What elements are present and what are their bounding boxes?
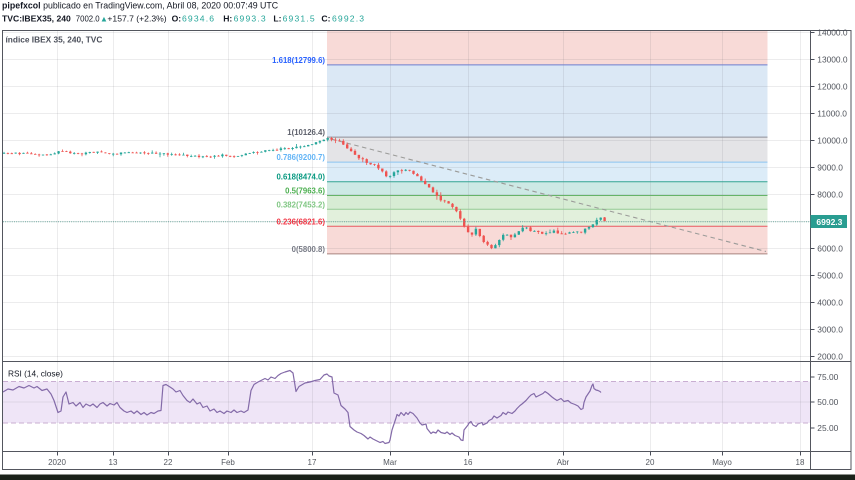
svg-text:Mar: Mar bbox=[383, 458, 397, 467]
svg-text:O:: O: bbox=[172, 14, 182, 24]
svg-text:TVC:IBEX35, 240: TVC:IBEX35, 240 bbox=[2, 14, 71, 24]
svg-text:L:: L: bbox=[273, 14, 281, 24]
svg-text:7002.0: 7002.0 bbox=[76, 15, 101, 24]
svg-text:1(10126.4): 1(10126.4) bbox=[287, 128, 325, 137]
svg-text:16: 16 bbox=[464, 458, 473, 467]
svg-text:13: 13 bbox=[109, 458, 118, 467]
svg-text:4000.0: 4000.0 bbox=[817, 298, 843, 308]
svg-text:+157.7 (+2.3%): +157.7 (+2.3%) bbox=[107, 14, 166, 24]
svg-text:RSI (14, close): RSI (14, close) bbox=[8, 369, 63, 379]
svg-text:6000.0: 6000.0 bbox=[817, 244, 843, 254]
svg-text:5000.0: 5000.0 bbox=[817, 271, 843, 281]
svg-text:6931.5: 6931.5 bbox=[283, 14, 316, 24]
svg-text:3000.0: 3000.0 bbox=[817, 325, 843, 335]
svg-text:2000.0: 2000.0 bbox=[817, 352, 843, 362]
svg-text:6993.3: 6993.3 bbox=[234, 14, 267, 24]
svg-text:pipefxcol publicado en Trading: pipefxcol publicado en TradingView.com, … bbox=[2, 1, 279, 11]
svg-text:índice IBEX 35, 240, TVC: índice IBEX 35, 240, TVC bbox=[6, 35, 103, 45]
svg-text:6934.6: 6934.6 bbox=[182, 14, 215, 24]
svg-text:Mayo: Mayo bbox=[712, 458, 732, 467]
svg-text:0.382(7453.2): 0.382(7453.2) bbox=[276, 200, 325, 209]
svg-text:Feb: Feb bbox=[221, 458, 235, 467]
svg-text:25.00: 25.00 bbox=[817, 423, 838, 433]
svg-text:C:: C: bbox=[321, 14, 330, 24]
svg-text:12000.0: 12000.0 bbox=[817, 82, 848, 92]
svg-text:14000.0: 14000.0 bbox=[817, 28, 848, 38]
svg-text:Abr: Abr bbox=[557, 458, 570, 467]
svg-text:18: 18 bbox=[796, 458, 805, 467]
svg-text:0(5800.8): 0(5800.8) bbox=[292, 245, 326, 254]
svg-text:1.618(12799.6): 1.618(12799.6) bbox=[272, 56, 325, 65]
svg-text:17: 17 bbox=[308, 458, 317, 467]
svg-text:0.786(9200.7): 0.786(9200.7) bbox=[276, 153, 325, 162]
svg-text:75.00: 75.00 bbox=[817, 372, 838, 382]
svg-text:11000.0: 11000.0 bbox=[817, 109, 847, 119]
svg-text:0.618(8474.0): 0.618(8474.0) bbox=[276, 173, 325, 182]
svg-text:H:: H: bbox=[223, 14, 232, 24]
svg-text:10000.0: 10000.0 bbox=[817, 136, 848, 146]
svg-text:2020: 2020 bbox=[48, 458, 66, 467]
svg-text:▲: ▲ bbox=[100, 15, 108, 24]
svg-text:20: 20 bbox=[646, 458, 655, 467]
svg-text:9000.0: 9000.0 bbox=[817, 163, 843, 173]
svg-text:8000.0: 8000.0 bbox=[817, 190, 843, 200]
svg-text:6992.3: 6992.3 bbox=[816, 217, 842, 227]
svg-text:50.00: 50.00 bbox=[817, 397, 838, 407]
svg-text:0.236(6821.6): 0.236(6821.6) bbox=[276, 217, 325, 226]
svg-text:13000.0: 13000.0 bbox=[817, 55, 848, 65]
svg-text:22: 22 bbox=[164, 458, 173, 467]
svg-text:0.5(7963.6): 0.5(7963.6) bbox=[285, 187, 325, 196]
svg-text:6992.3: 6992.3 bbox=[332, 14, 365, 24]
